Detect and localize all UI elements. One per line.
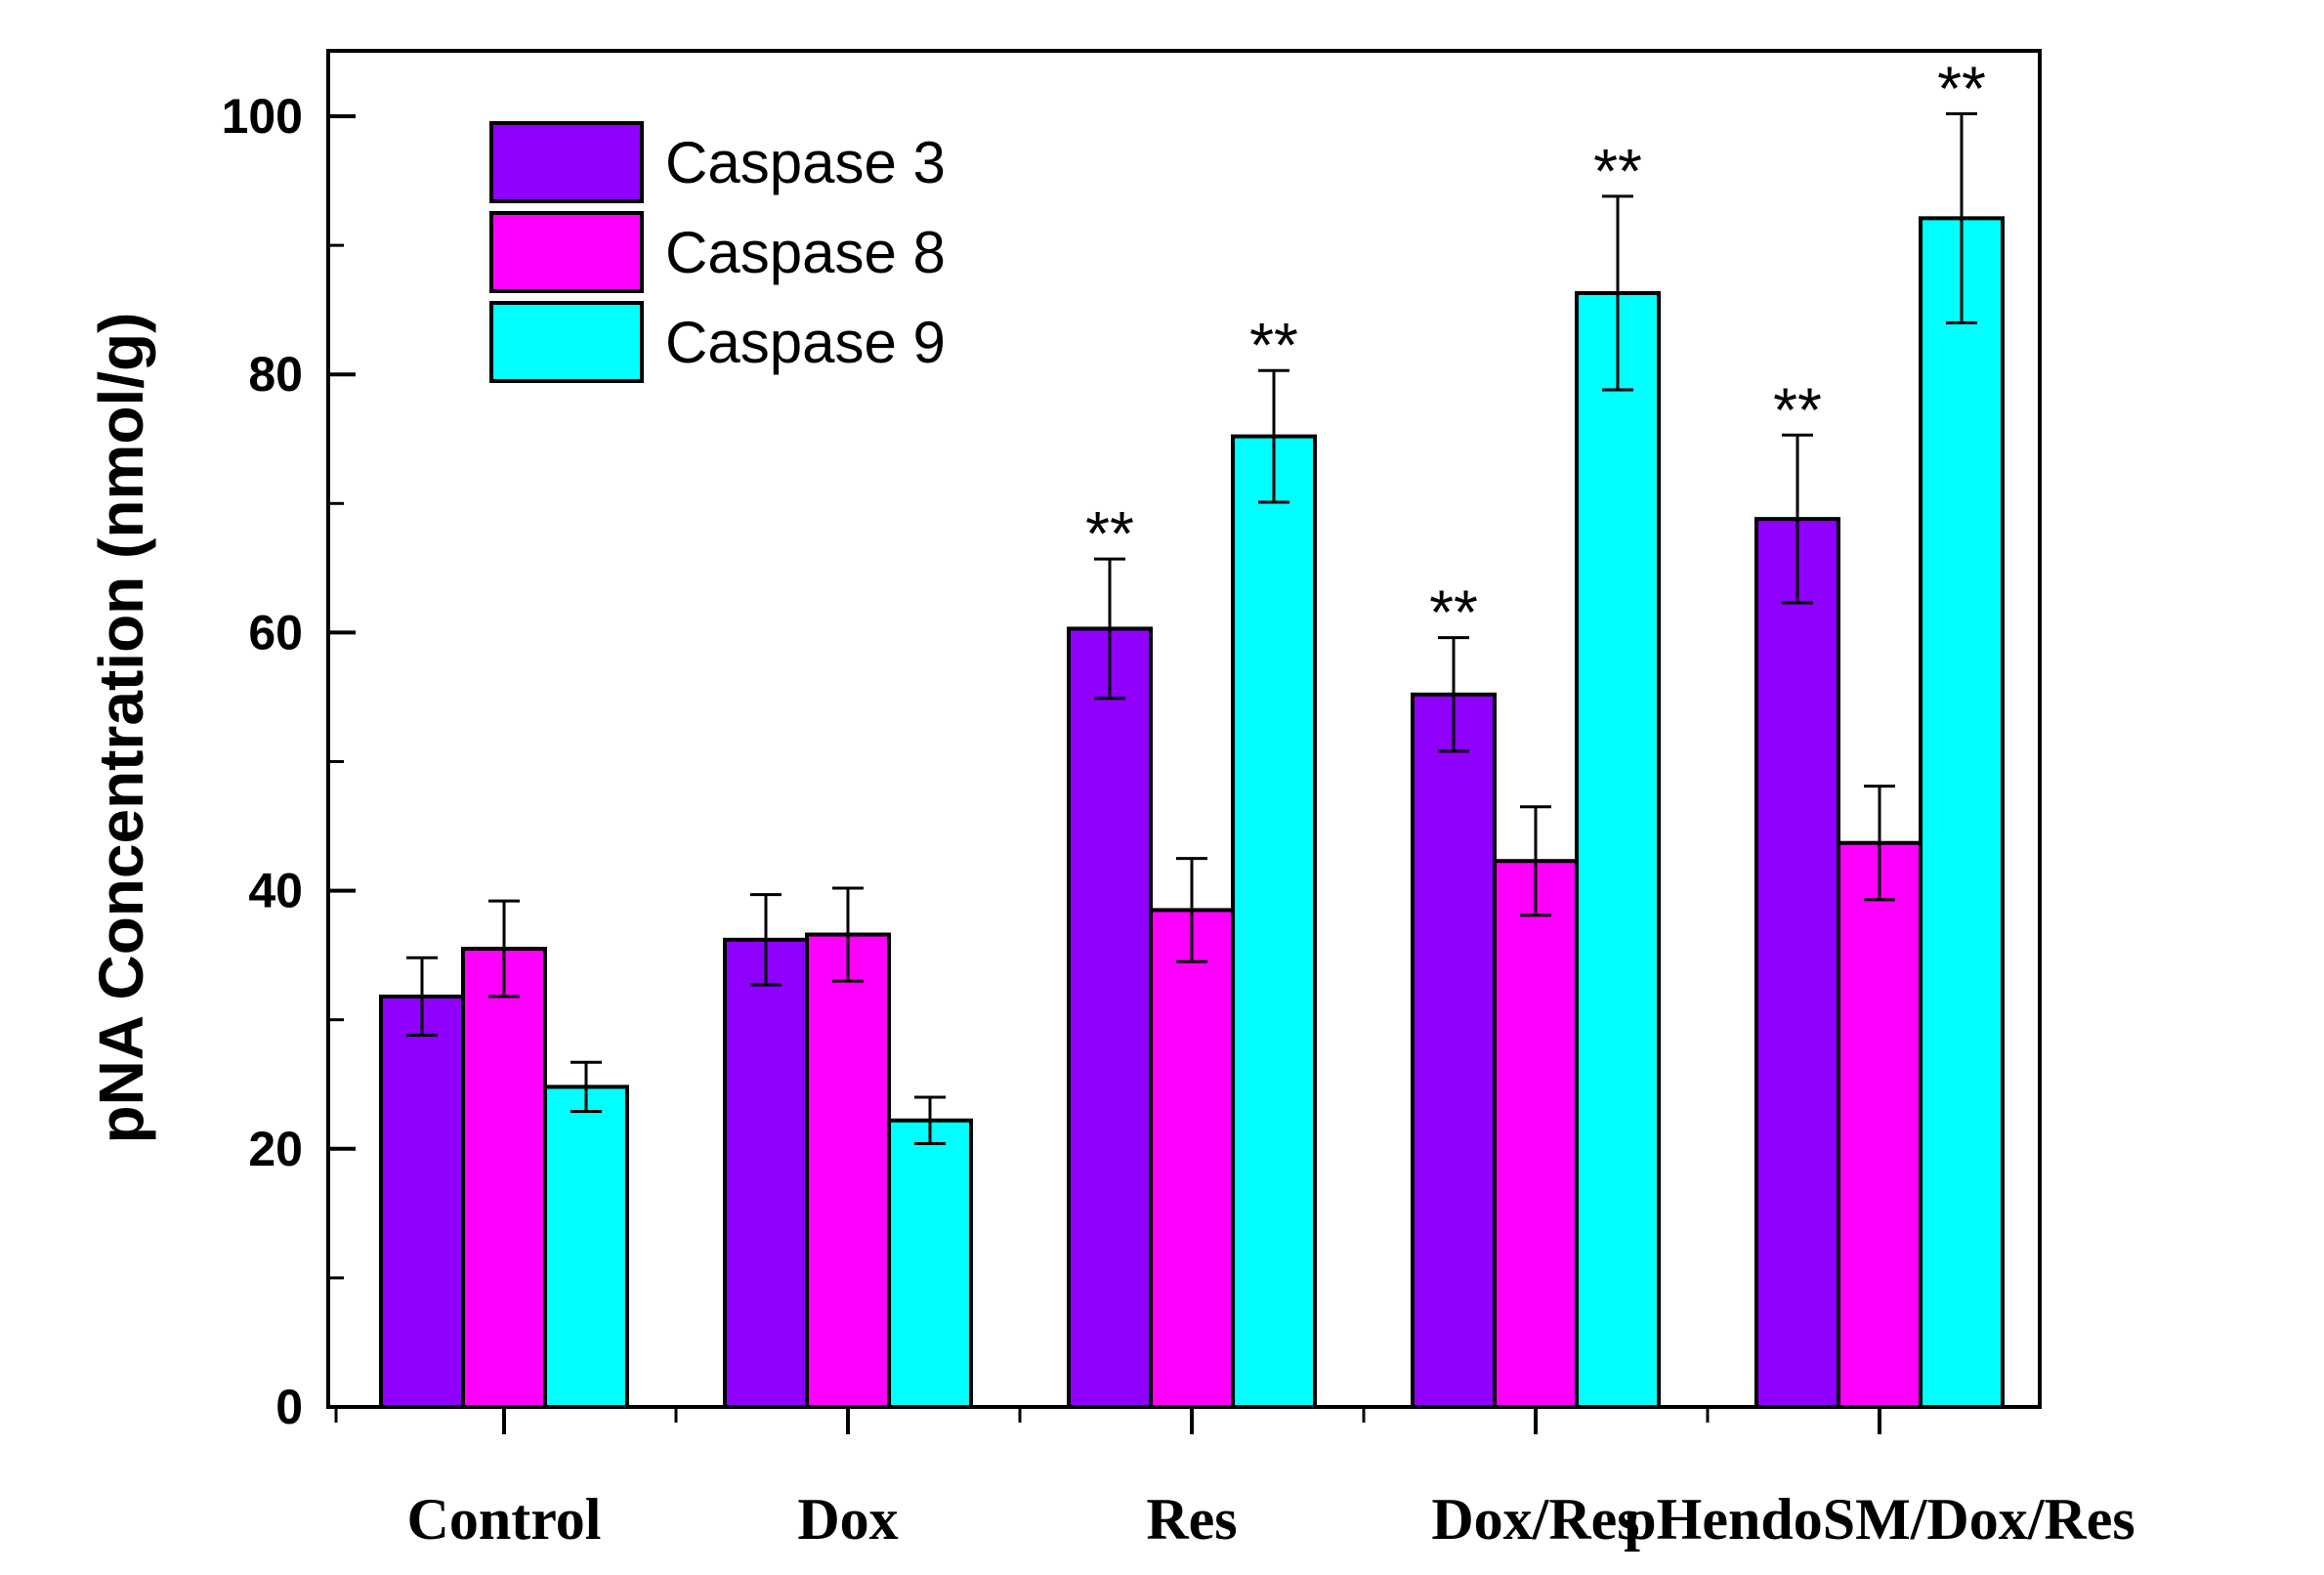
bar-caspase-9-2 [1231, 434, 1317, 1410]
legend-swatch-caspase-8 [489, 211, 644, 293]
bar-caspase-3-0 [379, 994, 465, 1409]
legend: Caspase 3 Caspase 8 Caspase 9 [489, 121, 946, 383]
legend-swatch-caspase-3 [489, 121, 644, 203]
bar-caspase-9-4 [1919, 216, 2005, 1409]
x-tick-label: Dox [797, 1487, 898, 1552]
significance-mark: ** [1429, 577, 1478, 648]
error-bars-layer [406, 111, 1977, 1146]
bar-caspase-9-1 [887, 1118, 973, 1410]
bar-caspase-9-0 [543, 1085, 629, 1409]
legend-swatch-caspase-9 [489, 301, 644, 383]
y-axis: 0 20 40 60 80 100 [222, 89, 356, 1434]
y-tick-label: 60 [248, 605, 303, 660]
legend-label: Caspase 8 [665, 220, 946, 285]
legend-label: Caspase 9 [665, 310, 946, 375]
y-axis-label: pNA Concentration (nmol/g) [86, 313, 156, 1144]
x-tick-label: Control [407, 1487, 602, 1552]
y-tick-label: 40 [248, 864, 303, 918]
y-tick-label: 20 [248, 1122, 303, 1176]
bar-caspase-3-1 [723, 937, 809, 1409]
significance-layer: ** ** ** ** ** ** [1085, 53, 1986, 647]
legend-label: Caspase 3 [665, 130, 946, 195]
bars-layer [379, 216, 2005, 1410]
bar-caspase-9-3 [1575, 290, 1661, 1409]
x-tick-label: Dox/Res [1431, 1487, 1639, 1552]
significance-mark: ** [1593, 136, 1642, 206]
significance-mark: ** [1773, 374, 1822, 445]
significance-mark: ** [1249, 310, 1298, 380]
bar-caspase-8-0 [461, 947, 547, 1409]
significance-mark: ** [1937, 53, 1986, 123]
significance-mark: ** [1085, 498, 1134, 569]
bar-caspase-8-2 [1149, 908, 1235, 1409]
bar-caspase-8-1 [805, 932, 891, 1409]
bar-caspase-3-2 [1067, 626, 1153, 1409]
bar-caspase-8-3 [1493, 859, 1579, 1409]
bar-caspase-8-4 [1837, 840, 1923, 1409]
x-tick-label: Res [1146, 1487, 1237, 1552]
y-tick-label: 80 [248, 347, 303, 402]
bar-caspase-3-3 [1411, 692, 1497, 1409]
y-tick-label: 0 [275, 1380, 303, 1434]
bar-caspase-3-4 [1754, 517, 1840, 1409]
y-tick-label: 100 [222, 89, 303, 144]
x-tick-label: pHendoSM/Dox/Res [1624, 1487, 2134, 1552]
